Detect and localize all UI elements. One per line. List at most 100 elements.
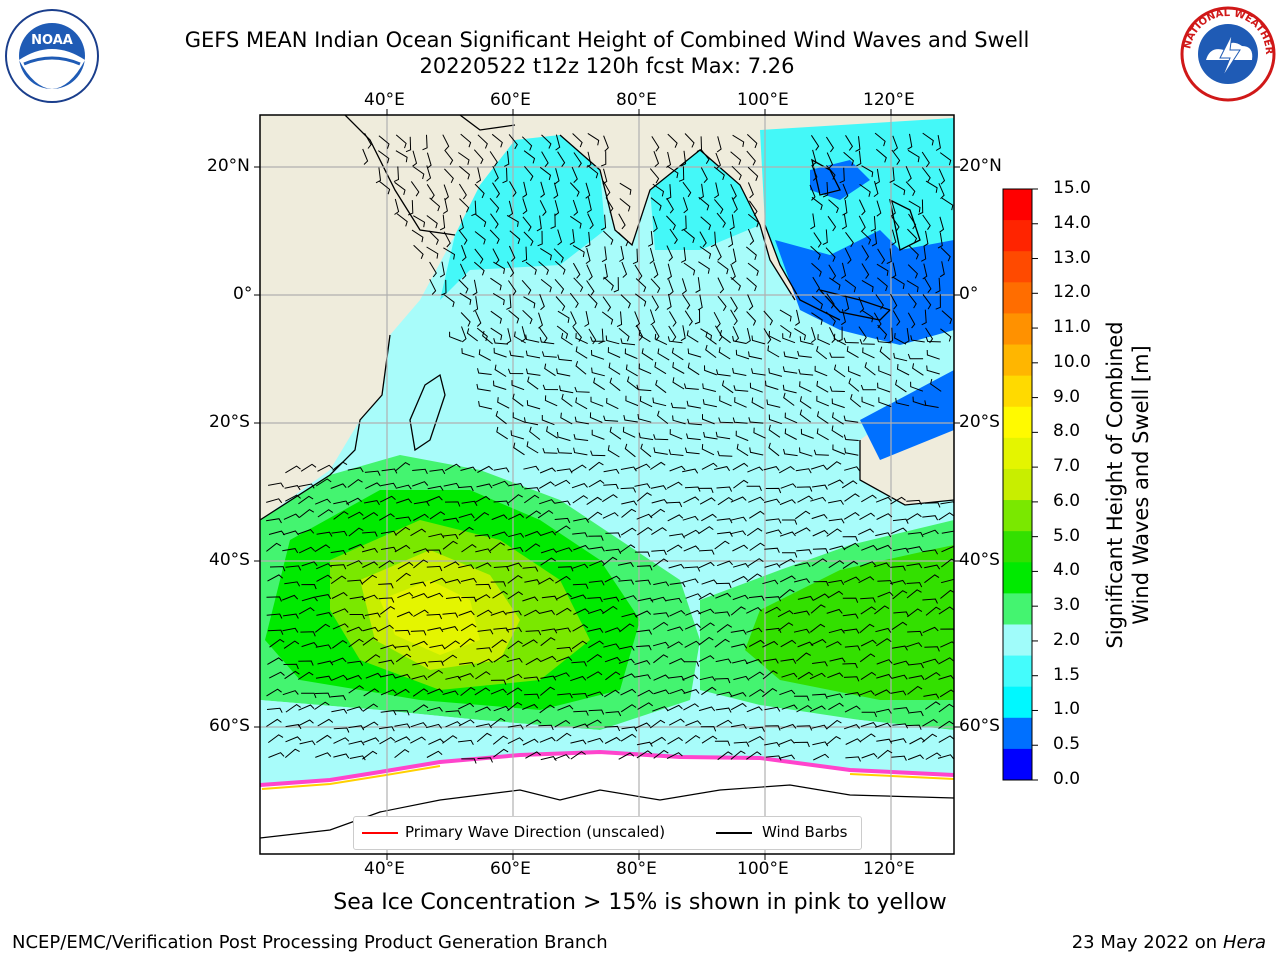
wind-barb [624, 443, 636, 458]
wind-barb [859, 512, 876, 521]
wind-barb [317, 660, 334, 666]
wind-barb [842, 662, 858, 669]
wind-barb [459, 214, 464, 232]
wind-barb [733, 741, 750, 747]
wind-barb [699, 497, 716, 505]
wind-barb [910, 381, 924, 392]
colorbar-tick-label: 2.0 [1053, 629, 1081, 650]
wind-barb [442, 533, 459, 540]
wind-barb [924, 574, 940, 584]
wind-barb [525, 657, 542, 666]
colorbar-tick-label: 10.0 [1053, 351, 1091, 372]
wind-barb [908, 200, 921, 213]
wind-barb [716, 560, 733, 567]
wind-barb [492, 165, 499, 182]
wind-barb [859, 183, 871, 197]
wind-barb [748, 417, 764, 424]
wind-barb [653, 749, 669, 759]
wind-barb [762, 670, 778, 680]
wind-barb [362, 626, 379, 632]
wind-barb [799, 396, 812, 409]
wind-barb [638, 363, 652, 375]
wind-barb [653, 674, 670, 681]
wind-barb [780, 723, 797, 730]
wind-barb [426, 495, 443, 502]
wind-barb [895, 379, 907, 393]
wind-barb [810, 638, 827, 646]
wind-barb [523, 676, 540, 682]
wind-barb [636, 741, 653, 747]
wind-barb [584, 311, 590, 327]
wind-barb [922, 214, 931, 230]
wind-barb [604, 627, 621, 633]
wind-barb [924, 646, 940, 652]
wind-barb [715, 658, 732, 664]
wind-barb [588, 461, 604, 471]
wind-barb [748, 351, 763, 360]
wind-barb [268, 530, 285, 536]
wind-barb [891, 200, 896, 217]
wind-barb [685, 593, 702, 599]
wind-barb [766, 399, 781, 408]
axis-ticks [254, 109, 960, 860]
wind-barb [921, 309, 927, 326]
wind-barb [825, 641, 842, 648]
lat-label-left: 20°S [209, 412, 250, 432]
lat-label-left: 0° [233, 284, 253, 304]
wind-barb [476, 167, 482, 184]
wind-barb [746, 606, 762, 614]
wind-barb [413, 501, 430, 507]
wind-barb [555, 592, 572, 600]
wind-barb [478, 349, 491, 361]
wind-barb [557, 151, 566, 167]
wind-barb [539, 294, 545, 311]
wind-barb [907, 264, 918, 279]
wind-barb [715, 592, 732, 599]
wind-barb [940, 641, 954, 648]
wind-barb [710, 231, 717, 248]
wind-barb [613, 277, 619, 293]
wind-barb [828, 199, 839, 214]
wind-barb [813, 580, 829, 587]
wind-barb [908, 245, 919, 260]
wind-barb [557, 310, 570, 323]
wind-barb [538, 577, 554, 585]
wind-barb [507, 701, 523, 712]
wind-barb [429, 197, 441, 212]
wind-barb [861, 309, 874, 323]
wind-barb [536, 215, 542, 232]
wind-barb [546, 426, 558, 439]
wind-barb [833, 333, 846, 346]
wind-barb [716, 212, 726, 228]
lon-label-bottom: 100°E [737, 859, 789, 879]
wind-barb [812, 529, 829, 537]
lon-label-top: 100°E [737, 90, 789, 110]
wind-barb [474, 706, 491, 713]
wind-barb [844, 705, 861, 713]
wind-barb [491, 531, 508, 537]
wind-barb [571, 661, 587, 667]
wind-barb [844, 279, 857, 293]
wind-barb [269, 638, 285, 648]
wind-barb [362, 721, 379, 729]
wind-barb [935, 277, 941, 294]
wind-barb [817, 334, 831, 346]
wind-barb [731, 197, 738, 214]
wind-barb [653, 558, 669, 568]
wind-barb [651, 324, 660, 341]
wind-barb [506, 328, 512, 345]
wind-barb [540, 756, 557, 761]
wind-barb [526, 441, 539, 454]
wind-barb [666, 197, 674, 214]
footer-date: 23 May 2022 on Hera [1072, 932, 1266, 953]
lat-label-right: 40°S [959, 550, 1000, 570]
wind-barb [698, 487, 714, 493]
wind-barb [395, 629, 411, 636]
wind-barb [620, 688, 637, 696]
wind-barb [412, 661, 429, 667]
wind-barb [572, 624, 589, 632]
wind-barb [513, 442, 525, 456]
wind-barb [474, 495, 491, 504]
wind-barb [282, 627, 299, 633]
wind-barb [861, 494, 877, 503]
